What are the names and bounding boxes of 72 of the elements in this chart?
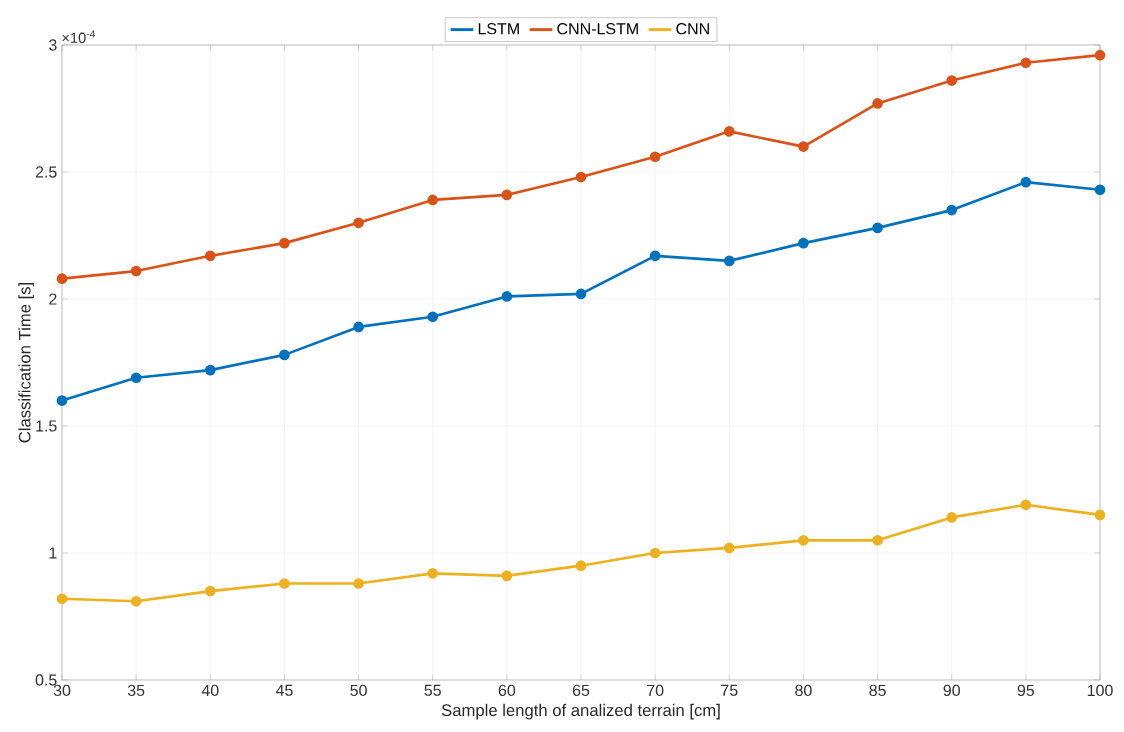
legend-label: CNN bbox=[676, 23, 709, 35]
point bbox=[501, 291, 513, 302]
x-tick-label: 80 bbox=[795, 684, 812, 697]
x-tick-label: 60 bbox=[498, 684, 516, 697]
point bbox=[204, 364, 216, 376]
point bbox=[130, 372, 142, 384]
y-tick-label: 0.5 bbox=[35, 674, 57, 686]
point bbox=[575, 288, 587, 300]
point bbox=[353, 578, 364, 589]
x-tick-label: 30 bbox=[53, 684, 71, 697]
point bbox=[279, 578, 290, 589]
point bbox=[56, 273, 68, 285]
point bbox=[204, 250, 216, 262]
point bbox=[575, 560, 587, 572]
x-tick-label: 90 bbox=[943, 684, 960, 697]
point bbox=[1094, 184, 1106, 196]
y-tick-label: 1.5 bbox=[36, 420, 57, 432]
x-tick-label: 50 bbox=[350, 684, 367, 697]
point bbox=[427, 194, 439, 206]
point bbox=[501, 189, 513, 201]
point bbox=[1020, 499, 1032, 511]
x-tick-label: 65 bbox=[572, 684, 590, 697]
point bbox=[723, 542, 735, 554]
point bbox=[353, 321, 364, 333]
point bbox=[427, 567, 439, 579]
legend-label: CNN-LSTM bbox=[557, 23, 638, 35]
point bbox=[353, 217, 364, 229]
point bbox=[56, 395, 68, 406]
point bbox=[798, 534, 809, 546]
point bbox=[798, 141, 809, 152]
y-tick-label: 3 bbox=[49, 39, 57, 51]
y-tick-label: 2.5 bbox=[35, 166, 57, 178]
point bbox=[279, 349, 290, 361]
text: ×10$^{-4}$ bbox=[62, 30, 96, 43]
point bbox=[1094, 509, 1106, 521]
x-tick-label: 55 bbox=[424, 684, 441, 696]
x-tick-label: 35 bbox=[127, 684, 145, 697]
x-tick-label: 85 bbox=[869, 684, 886, 697]
point bbox=[279, 237, 290, 249]
y-tick-label: 2 bbox=[49, 293, 57, 305]
point bbox=[649, 151, 661, 163]
point bbox=[56, 593, 68, 605]
x-tick-label: 100 bbox=[1087, 684, 1113, 697]
point bbox=[204, 585, 216, 597]
x-tick-label: 95 bbox=[1017, 684, 1035, 697]
point bbox=[723, 126, 735, 137]
point bbox=[1020, 176, 1032, 188]
point bbox=[798, 237, 809, 249]
point bbox=[130, 265, 142, 277]
point bbox=[872, 222, 883, 234]
y-axis-title: Classification Time [s] bbox=[18, 282, 34, 443]
y-tick-label: 1 bbox=[49, 547, 57, 559]
point bbox=[723, 255, 735, 267]
point bbox=[946, 204, 958, 216]
x-tick-label: 40 bbox=[201, 684, 219, 697]
point bbox=[946, 512, 958, 523]
point bbox=[649, 547, 661, 559]
point bbox=[1020, 57, 1032, 69]
point bbox=[427, 311, 439, 323]
legend-label: LSTM bbox=[478, 23, 519, 35]
point bbox=[872, 98, 883, 109]
point bbox=[501, 570, 513, 582]
x-axis-title: Sample length of analized terrain [cm] bbox=[441, 703, 720, 720]
point bbox=[1094, 49, 1106, 61]
point bbox=[946, 75, 958, 86]
x-tick-label: 70 bbox=[647, 684, 664, 697]
x-tick-label: 75 bbox=[721, 684, 738, 696]
point bbox=[130, 595, 142, 607]
point bbox=[575, 171, 587, 183]
point bbox=[649, 250, 661, 262]
point bbox=[872, 534, 883, 546]
x-tick-label: 45 bbox=[275, 684, 293, 696]
